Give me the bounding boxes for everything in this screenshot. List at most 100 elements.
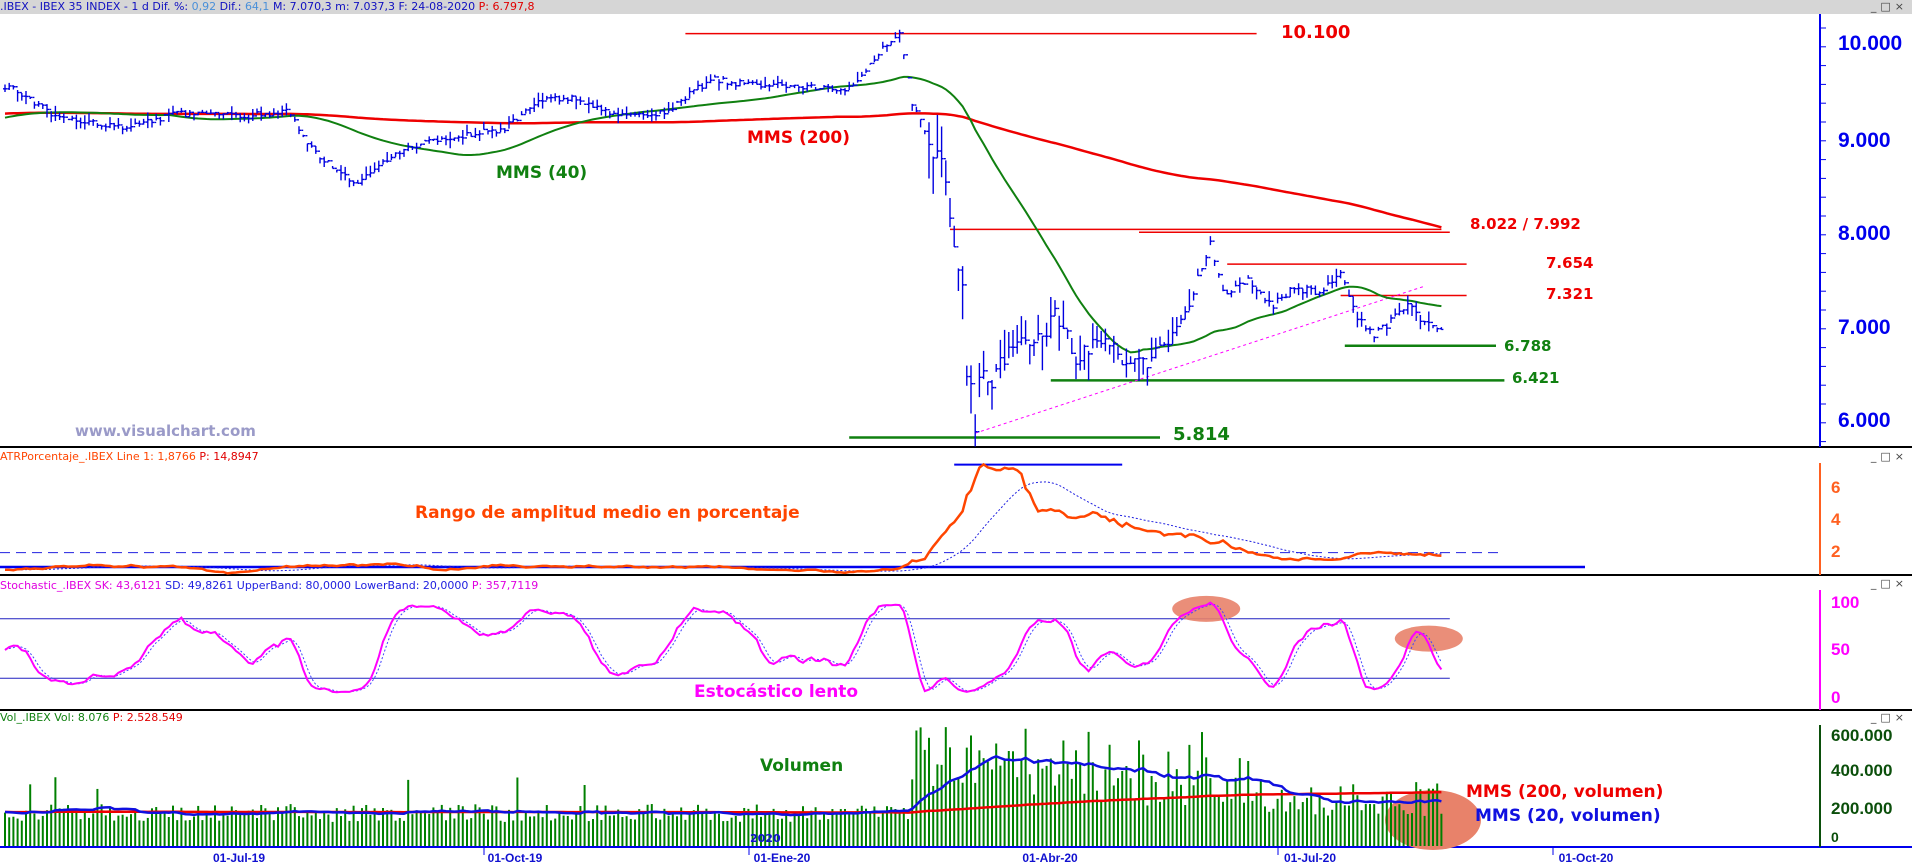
price-bar bbox=[1208, 236, 1213, 259]
mms40-line bbox=[4, 75, 1442, 354]
minimize-button[interactable]: _ bbox=[1870, 577, 1881, 590]
x-tick-label: 01-Abr-20 bbox=[1022, 851, 1078, 865]
price-bar bbox=[255, 108, 259, 117]
price-bar bbox=[1418, 311, 1423, 330]
price-bar bbox=[1036, 314, 1041, 344]
price-bar bbox=[960, 266, 965, 320]
minimize-button[interactable]: _ bbox=[1870, 450, 1881, 463]
price-bar bbox=[154, 113, 159, 124]
price-bar bbox=[1078, 335, 1083, 371]
price-bar bbox=[645, 109, 650, 119]
price-bar bbox=[74, 114, 79, 130]
dif-label: Dif.: bbox=[219, 0, 242, 13]
price-bar bbox=[385, 151, 390, 163]
stoch-sk: SK: 43,6121 bbox=[94, 579, 162, 592]
price-bar bbox=[868, 62, 873, 72]
y-tick-label: 6.000 bbox=[1838, 409, 1891, 432]
price-bar bbox=[964, 284, 969, 386]
vol-p: P: 2.528.549 bbox=[112, 711, 183, 724]
price-bar bbox=[910, 77, 915, 111]
price-bar bbox=[1099, 330, 1104, 348]
price-bar bbox=[796, 84, 801, 92]
price-bar bbox=[1015, 325, 1020, 354]
close-button[interactable]: × bbox=[1894, 450, 1908, 463]
price-bar bbox=[612, 110, 616, 116]
dif-value: 64,1 bbox=[244, 0, 270, 13]
price-bar bbox=[704, 76, 709, 89]
close-button[interactable]: × bbox=[1894, 577, 1908, 590]
stoch-highlight bbox=[1172, 595, 1241, 622]
price-bar bbox=[192, 111, 196, 121]
price-bar bbox=[217, 111, 222, 119]
price-bar bbox=[1233, 280, 1238, 293]
minimize-button[interactable]: _ bbox=[1870, 0, 1881, 13]
price-bar bbox=[553, 93, 558, 102]
maximize-button[interactable]: □ bbox=[1880, 0, 1895, 13]
maximize-button[interactable]: □ bbox=[1880, 450, 1895, 463]
x-tick-label: 01-Oct-19 bbox=[487, 851, 543, 865]
price-bar bbox=[313, 145, 318, 154]
year-marker: 2020 bbox=[750, 832, 781, 845]
price-bar bbox=[628, 112, 633, 117]
price-bar bbox=[339, 165, 343, 181]
price-bar bbox=[532, 97, 537, 112]
price-bar bbox=[343, 166, 348, 181]
price-bar bbox=[1158, 336, 1162, 349]
price-bar bbox=[780, 79, 784, 86]
stoch-sk-line bbox=[4, 601, 1443, 694]
atr-name: ATRPorcentaje_.IBEX bbox=[0, 450, 114, 463]
price-bar bbox=[998, 339, 1003, 379]
price-bar bbox=[1187, 289, 1192, 313]
price-bar bbox=[221, 113, 226, 120]
price-bar bbox=[1132, 358, 1137, 372]
maximize-button[interactable]: □ bbox=[1880, 711, 1895, 724]
price-bar bbox=[376, 160, 381, 173]
price-bar bbox=[1384, 323, 1389, 336]
price-bar bbox=[872, 55, 877, 65]
price-bar bbox=[229, 106, 234, 121]
vol-window-controls: _□× bbox=[1871, 711, 1908, 724]
price-bar bbox=[103, 123, 108, 132]
price-bar bbox=[725, 77, 730, 90]
price-bar bbox=[1023, 320, 1028, 345]
price-bar bbox=[439, 136, 444, 143]
close-button[interactable]: × bbox=[1894, 711, 1908, 724]
price-bar bbox=[1166, 329, 1171, 353]
stoch-tick-label: 50 bbox=[1831, 640, 1850, 659]
price-bar bbox=[494, 129, 499, 137]
price-bar bbox=[599, 104, 604, 116]
price-bar bbox=[179, 107, 184, 113]
maximize-button[interactable]: □ bbox=[1880, 577, 1895, 590]
close-button[interactable]: × bbox=[1894, 0, 1908, 13]
price-bar bbox=[565, 97, 570, 105]
price-bar bbox=[616, 107, 621, 124]
stoch-tick-label: 100 bbox=[1831, 593, 1860, 612]
price-bar bbox=[200, 109, 205, 114]
price-bar bbox=[834, 88, 839, 94]
stoch-annotation: Estocástico lento bbox=[694, 682, 859, 702]
price-bar bbox=[381, 159, 385, 167]
price-bar bbox=[670, 102, 675, 112]
price-bar bbox=[708, 74, 713, 84]
price-bar bbox=[1002, 329, 1007, 371]
price-bar bbox=[733, 81, 738, 90]
price-bar bbox=[805, 82, 810, 92]
price-bar bbox=[591, 100, 595, 109]
min-value: m: 7.037,3 bbox=[335, 0, 396, 13]
minimize-button[interactable]: _ bbox=[1870, 711, 1881, 724]
vol-tick-label: 400.000 bbox=[1831, 761, 1893, 780]
price-bar bbox=[654, 110, 658, 121]
price-bar bbox=[683, 96, 688, 104]
atr-signal-line bbox=[5, 481, 1442, 572]
price-bar bbox=[1426, 311, 1431, 332]
price-bar bbox=[141, 118, 146, 125]
price-bar bbox=[246, 114, 251, 124]
date-value: F: 24-08-2020 bbox=[398, 0, 476, 13]
price-bar bbox=[885, 44, 889, 52]
price-bar bbox=[15, 86, 20, 102]
price-bar bbox=[943, 157, 948, 196]
level-label-8022: 8.022 / 7.992 bbox=[1470, 215, 1581, 233]
stoch-window-controls: _□× bbox=[1871, 577, 1908, 590]
price-bar bbox=[687, 87, 692, 101]
